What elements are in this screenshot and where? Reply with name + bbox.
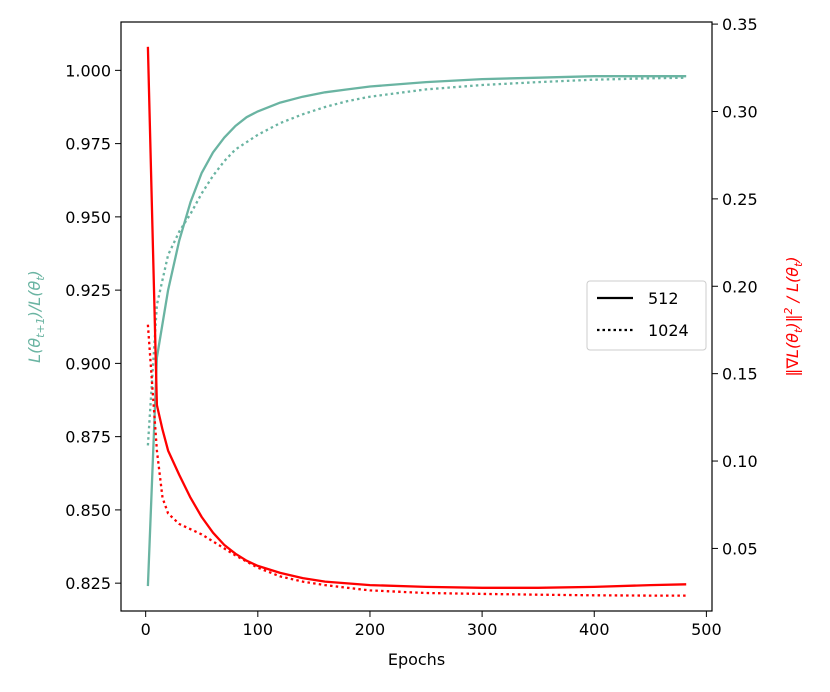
y-left-tick-label: 0.975 <box>65 135 111 154</box>
y-right-tick-label: 0.15 <box>722 365 758 384</box>
y-left-tick-label: 0.950 <box>65 208 111 227</box>
y-left-tick-label: 1.000 <box>65 61 111 80</box>
y-left-axis-title: L(θt+1)/L(θt) <box>25 270 47 363</box>
x-axis-ticks: 0 100 200 300 400 500 <box>141 611 722 639</box>
series-line-right-512 <box>146 46 687 589</box>
y-right-axis-ticks: 0.05 0.10 0.15 0.20 0.25 0.30 0.35 <box>712 15 758 558</box>
y-left-tick-label: 0.850 <box>65 501 111 520</box>
y-right-tick-label: 0.35 <box>722 15 758 34</box>
y-right-tick-label: 0.25 <box>722 190 758 209</box>
series-layer <box>146 46 687 597</box>
y-left-tick-label: 0.875 <box>65 428 111 447</box>
y-right-tick-label: 0.30 <box>722 102 758 121</box>
y-right-tick-label: 0.20 <box>722 277 758 296</box>
x-tick-label: 300 <box>467 620 498 639</box>
y-left-axis-ticks: 0.825 0.850 0.875 0.900 0.925 0.950 0.975 1.000 <box>65 61 121 593</box>
x-tick-label: 500 <box>691 620 722 639</box>
y-left-tick-label: 0.925 <box>65 281 111 300</box>
y-right-tick-label: 0.10 <box>722 452 758 471</box>
y-right-axis-title: ‖∇L(θt)‖2 / L(θt) <box>782 256 805 376</box>
x-tick-label: 400 <box>579 620 610 639</box>
legend-label-1024: 1024 <box>648 321 689 340</box>
y-right-tick-label: 0.05 <box>722 539 758 558</box>
x-tick-label: 0 <box>141 620 151 639</box>
y-left-tick-label: 0.825 <box>65 574 111 593</box>
x-tick-label: 200 <box>355 620 386 639</box>
legend: 512 1024 <box>586 280 707 351</box>
y-left-tick-label: 0.900 <box>65 354 111 373</box>
legend-label-512: 512 <box>648 289 679 308</box>
x-axis-title: Epochs <box>388 650 445 669</box>
x-tick-label: 100 <box>243 620 274 639</box>
